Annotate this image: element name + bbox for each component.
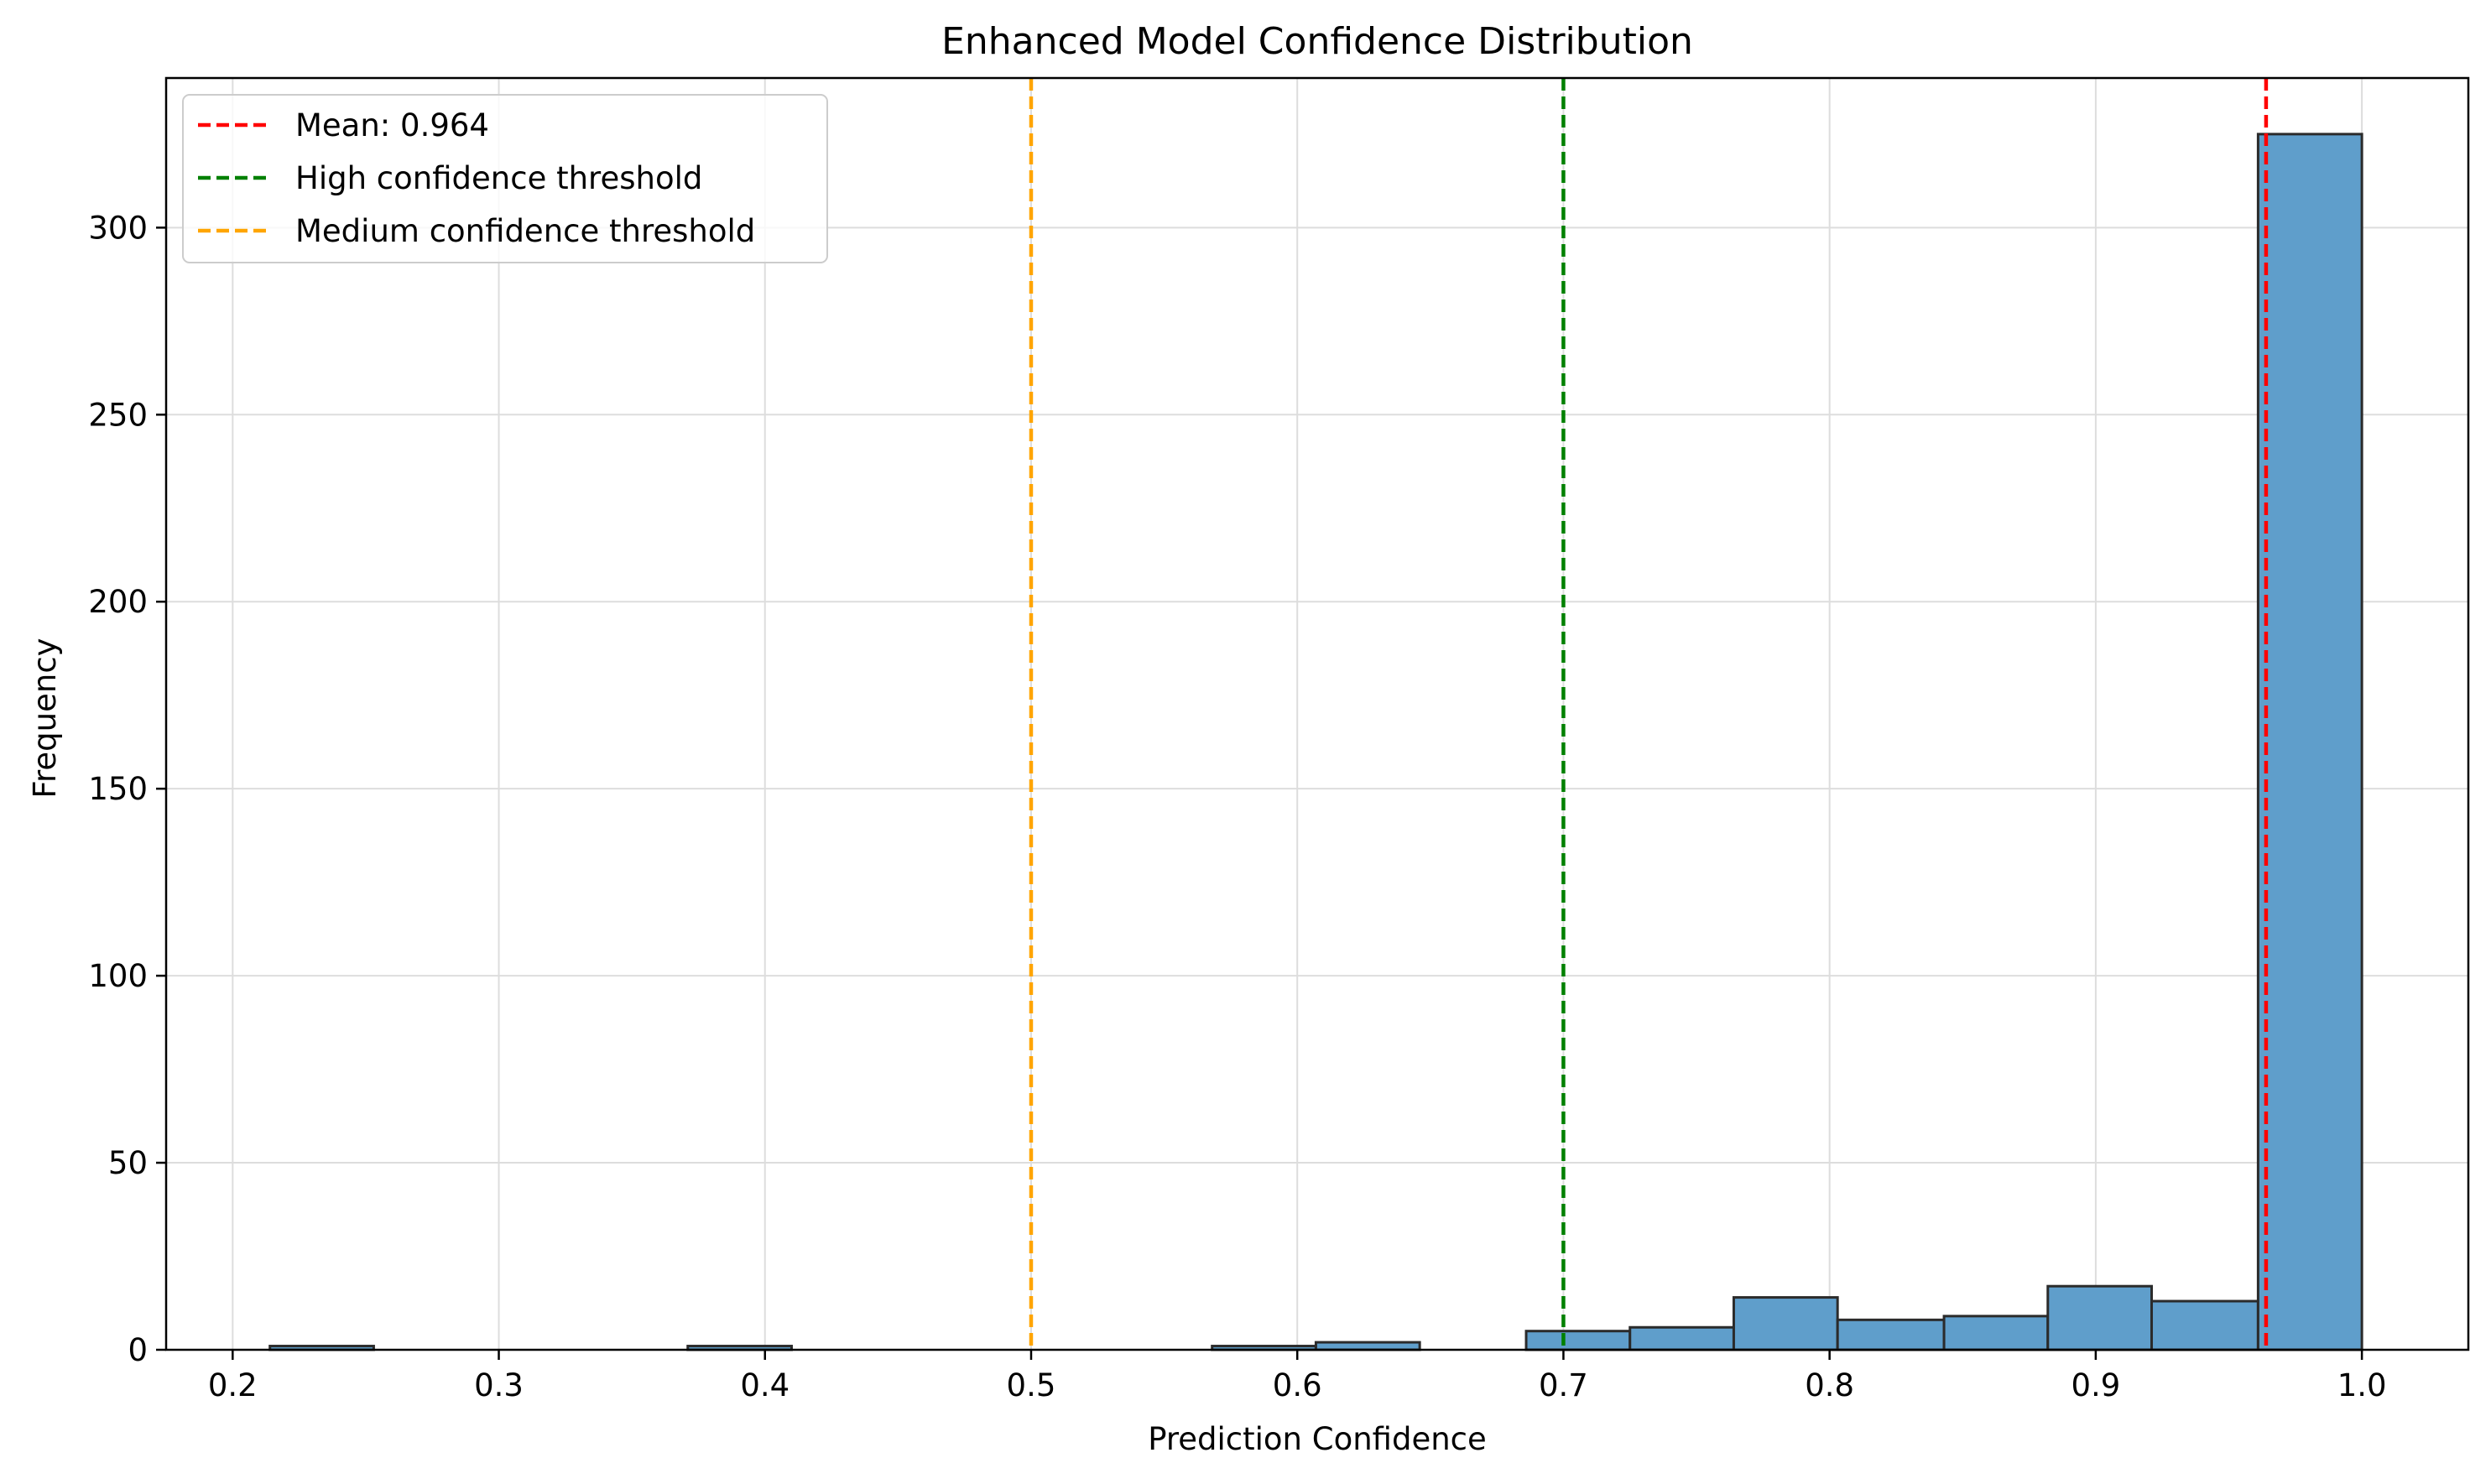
x-tick-label: 0.5 [1007, 1367, 1056, 1403]
y-tick-label: 300 [88, 210, 148, 246]
legend-label-high-threshold: High confidence threshold [295, 160, 702, 196]
x-tick-label: 0.7 [1539, 1367, 1588, 1403]
x-tick-label: 0.4 [740, 1367, 790, 1403]
legend: Mean: 0.964 High confidence threshold Me… [182, 94, 828, 263]
legend-label-mean: Mean: 0.964 [295, 107, 489, 143]
legend-box [182, 94, 828, 263]
y-tick-label: 100 [88, 958, 148, 994]
y-axis-label: Frequency [27, 638, 63, 798]
histogram-bar [2256, 133, 2363, 1351]
histogram-bar [1314, 1341, 1421, 1351]
legend-label-medium-threshold: Medium confidence threshold [295, 213, 755, 249]
x-tick-label: 0.2 [208, 1367, 258, 1403]
plot-area-frame [164, 76, 2470, 1351]
y-tick-label: 150 [88, 771, 148, 807]
y-tick-label: 250 [88, 397, 148, 433]
y-tick-label: 50 [108, 1145, 148, 1181]
histogram-bar [1629, 1325, 1735, 1351]
histogram-bar [1524, 1330, 1632, 1351]
x-axis-ticks: 0.2 0.3 0.4 0.5 0.6 0.7 0.8 0.9 1.0 [208, 1350, 2387, 1403]
histogram-bar [2046, 1284, 2154, 1351]
histogram-bar [1942, 1315, 2050, 1351]
y-tick-label: 0 [128, 1332, 148, 1368]
x-tick-label: 0.8 [1805, 1367, 1854, 1403]
x-tick-label: 1.0 [2337, 1367, 2387, 1403]
bars-layer [268, 133, 2363, 1351]
histogram-bar [1732, 1296, 1839, 1351]
x-tick-label: 0.3 [474, 1367, 524, 1403]
histogram-bar [2150, 1299, 2259, 1351]
threshold-lines-layer [1029, 78, 2269, 1350]
y-tick-label: 200 [88, 584, 148, 620]
x-tick-label: 0.9 [2071, 1367, 2120, 1403]
x-axis-label: Prediction Confidence [1148, 1421, 1487, 1457]
histogram-bar [1836, 1318, 1946, 1351]
chart-title: Enhanced Model Confidence Distribution [941, 20, 1693, 63]
y-axis-ticks: 0 50 100 150 200 250 300 [88, 210, 166, 1368]
x-tick-label: 0.6 [1273, 1367, 1322, 1403]
